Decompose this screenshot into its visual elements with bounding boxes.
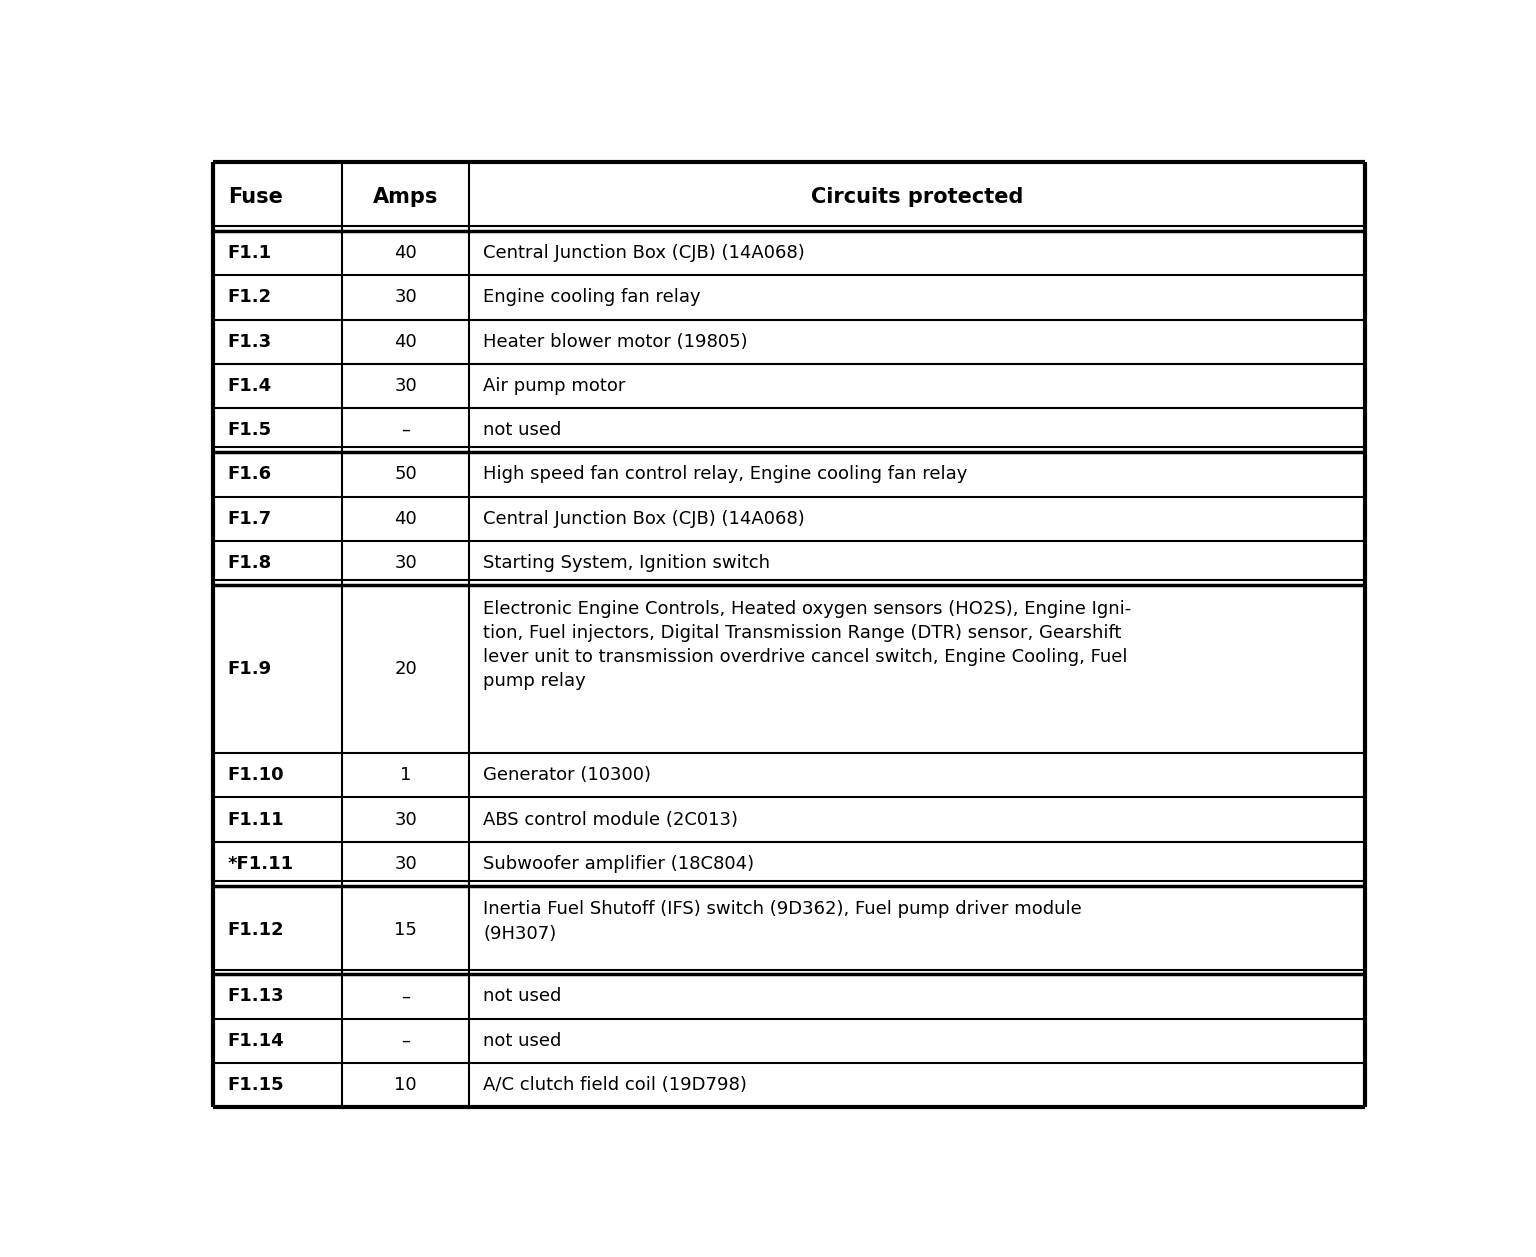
Text: F1.4: F1.4 — [227, 377, 272, 395]
Text: –: – — [401, 1032, 410, 1050]
Text: F1.9: F1.9 — [227, 660, 272, 678]
Text: not used: not used — [484, 1032, 562, 1050]
Text: F1.14: F1.14 — [227, 1032, 284, 1050]
Text: F1.12: F1.12 — [227, 921, 284, 939]
Text: Starting System, Ignition switch: Starting System, Ignition switch — [484, 554, 770, 572]
Text: F1.5: F1.5 — [227, 421, 272, 439]
Text: Subwoofer amplifier (18C804): Subwoofer amplifier (18C804) — [484, 855, 754, 872]
Text: F1.2: F1.2 — [227, 288, 272, 307]
Text: 10: 10 — [395, 1076, 416, 1094]
Text: *F1.11: *F1.11 — [227, 855, 293, 872]
Text: Heater blower motor (19805): Heater blower motor (19805) — [484, 333, 748, 351]
Text: Circuits protected: Circuits protected — [811, 187, 1023, 206]
Text: F1.11: F1.11 — [227, 811, 284, 828]
Text: 15: 15 — [395, 921, 418, 939]
Text: 40: 40 — [395, 509, 418, 528]
Text: 1: 1 — [399, 767, 412, 784]
Text: not used: not used — [484, 988, 562, 1006]
Text: not used: not used — [484, 421, 562, 439]
Text: F1.6: F1.6 — [227, 465, 272, 484]
Text: Central Junction Box (CJB) (14A068): Central Junction Box (CJB) (14A068) — [484, 509, 805, 528]
Text: 50: 50 — [395, 465, 418, 484]
Text: Electronic Engine Controls, Heated oxygen sensors (HO2S), Engine Igni-
tion, Fue: Electronic Engine Controls, Heated oxyge… — [484, 600, 1132, 690]
Text: 30: 30 — [395, 554, 418, 572]
Text: Central Junction Box (CJB) (14A068): Central Junction Box (CJB) (14A068) — [484, 244, 805, 263]
Text: F1.3: F1.3 — [227, 333, 272, 351]
Text: Air pump motor: Air pump motor — [484, 377, 625, 395]
Text: 30: 30 — [395, 811, 418, 828]
Text: ABS control module (2C013): ABS control module (2C013) — [484, 811, 739, 828]
Text: A/C clutch field coil (19D798): A/C clutch field coil (19D798) — [484, 1076, 746, 1094]
Text: F1.8: F1.8 — [227, 554, 272, 572]
Text: Generator (10300): Generator (10300) — [484, 767, 651, 784]
Text: F1.13: F1.13 — [227, 988, 284, 1006]
Text: 40: 40 — [395, 333, 418, 351]
Text: F1.1: F1.1 — [227, 244, 272, 263]
Text: Amps: Amps — [373, 187, 438, 206]
Text: –: – — [401, 988, 410, 1006]
Text: F1.7: F1.7 — [227, 509, 272, 528]
Text: Inertia Fuel Shutoff (IFS) switch (9D362), Fuel pump driver module
(9H307): Inertia Fuel Shutoff (IFS) switch (9D362… — [484, 900, 1081, 943]
Text: 30: 30 — [395, 288, 418, 307]
Text: 30: 30 — [395, 855, 418, 872]
Text: –: – — [401, 421, 410, 439]
Text: Engine cooling fan relay: Engine cooling fan relay — [484, 288, 700, 307]
Text: 40: 40 — [395, 244, 418, 263]
Text: Fuse: Fuse — [227, 187, 283, 206]
Text: F1.10: F1.10 — [227, 767, 284, 784]
Text: 20: 20 — [395, 660, 418, 678]
Text: F1.15: F1.15 — [227, 1076, 284, 1094]
Text: High speed fan control relay, Engine cooling fan relay: High speed fan control relay, Engine coo… — [484, 465, 968, 484]
Text: 30: 30 — [395, 377, 418, 395]
